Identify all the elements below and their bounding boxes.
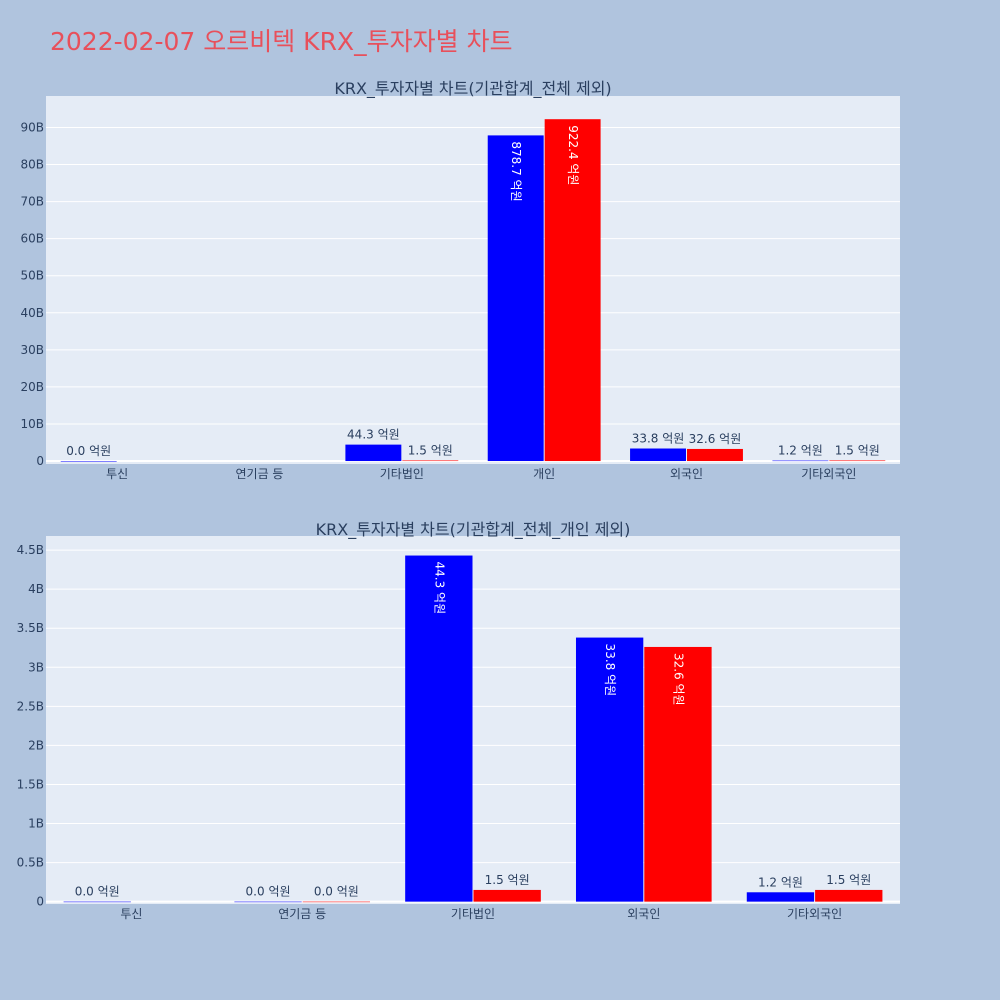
y-tick-label: 1.5B bbox=[17, 777, 44, 791]
data-label: 0.0 억원 bbox=[75, 885, 120, 899]
bar bbox=[772, 460, 829, 462]
data-label: 878.7 억원 bbox=[509, 141, 523, 201]
y-tick-label: 50B bbox=[20, 269, 44, 283]
y-tick-label: 10B bbox=[20, 417, 44, 431]
y-tick-label: 1B bbox=[28, 817, 44, 831]
data-label: 0.0 억원 bbox=[314, 885, 359, 899]
y-tick-label: 0.5B bbox=[17, 856, 44, 870]
x-tick-label: 기타외국인 bbox=[801, 467, 856, 481]
x-tick-label: 개인 bbox=[533, 467, 555, 481]
data-label: 1.5 억원 bbox=[485, 873, 530, 887]
y-tick-label: 40B bbox=[20, 306, 44, 320]
bar bbox=[644, 646, 712, 902]
data-label: 1.5 억원 bbox=[826, 873, 871, 887]
bar bbox=[746, 892, 815, 902]
plot-area bbox=[46, 536, 900, 904]
bar bbox=[405, 555, 473, 902]
data-label: 1.5 억원 bbox=[408, 443, 453, 457]
bar bbox=[544, 119, 601, 462]
bar bbox=[234, 901, 302, 903]
data-label: 44.3 억원 bbox=[347, 428, 400, 442]
data-label: 1.5 억원 bbox=[835, 443, 880, 457]
y-tick-label: 4.5B bbox=[17, 543, 44, 557]
y-tick-label: 0 bbox=[36, 895, 44, 909]
x-tick-label: 외국인 bbox=[627, 907, 660, 921]
data-label: 0.0 억원 bbox=[66, 444, 111, 458]
y-tick-label: 80B bbox=[20, 158, 44, 172]
bar bbox=[473, 889, 541, 902]
x-tick-label: 기타외국인 bbox=[787, 907, 842, 921]
bar bbox=[63, 901, 131, 903]
x-tick-label: 투신 bbox=[106, 467, 128, 481]
y-tick-label: 60B bbox=[20, 232, 44, 246]
y-tick-label: 2B bbox=[28, 738, 44, 752]
bar bbox=[402, 460, 459, 462]
bar bbox=[345, 444, 402, 462]
bar bbox=[630, 448, 686, 462]
data-label: 33.8 억원 bbox=[632, 432, 685, 446]
chart-title: KRX_투자자별 차트(기관합계_전체_개인 제외) bbox=[316, 520, 631, 540]
bar bbox=[302, 901, 371, 903]
x-tick-label: 기타법인 bbox=[380, 467, 424, 481]
data-label: 32.6 억원 bbox=[689, 432, 742, 446]
x-tick-label: 기타법인 bbox=[451, 907, 495, 921]
data-label: 33.8 억원 bbox=[603, 644, 617, 697]
bar bbox=[575, 637, 644, 902]
bar bbox=[487, 135, 544, 462]
y-tick-label: 0 bbox=[36, 454, 44, 468]
data-label: 1.2 억원 bbox=[758, 875, 803, 889]
data-label: 44.3 억원 bbox=[432, 562, 446, 615]
data-label: 32.6 억원 bbox=[671, 653, 685, 706]
y-tick-label: 4B bbox=[28, 582, 44, 596]
x-tick-label: 투신 bbox=[120, 907, 142, 921]
x-tick-label: 외국인 bbox=[670, 467, 703, 481]
bar bbox=[815, 889, 883, 902]
data-label: 1.2 억원 bbox=[778, 444, 823, 458]
y-tick-label: 90B bbox=[20, 121, 44, 135]
y-tick-label: 70B bbox=[20, 195, 44, 209]
x-tick-label: 연기금 등 bbox=[278, 907, 326, 921]
plot-area bbox=[46, 96, 900, 464]
y-tick-label: 3.5B bbox=[17, 621, 44, 635]
bar bbox=[60, 461, 117, 462]
y-tick-label: 3B bbox=[28, 660, 44, 674]
y-tick-label: 20B bbox=[20, 380, 44, 394]
bar bbox=[687, 448, 743, 462]
bar bbox=[829, 460, 886, 462]
chart-1: 0 10B 20B 30B 40B 50B 60B 70B 80B 90B KRX_투자자별 차트(… bbox=[20, 79, 900, 481]
y-tick-label: 2.5B bbox=[17, 699, 44, 713]
x-tick-label: 연기금 등 bbox=[236, 467, 284, 481]
page-title: 2022-02-07 오르비텍 KRX_투자자별 차트 bbox=[50, 27, 513, 56]
data-label: 922.4 억원 bbox=[566, 125, 580, 185]
y-tick-label: 30B bbox=[20, 343, 44, 357]
chart-title: KRX_투자자별 차트(기관합계_전체 제외) bbox=[334, 79, 611, 99]
chart-2: 0 0.5B 1B 1.5B 2B 2.5B 3B 3.5B 4B 4.5B KRX_투자자별 차트… bbox=[17, 520, 900, 921]
data-label: 0.0 억원 bbox=[246, 885, 291, 899]
